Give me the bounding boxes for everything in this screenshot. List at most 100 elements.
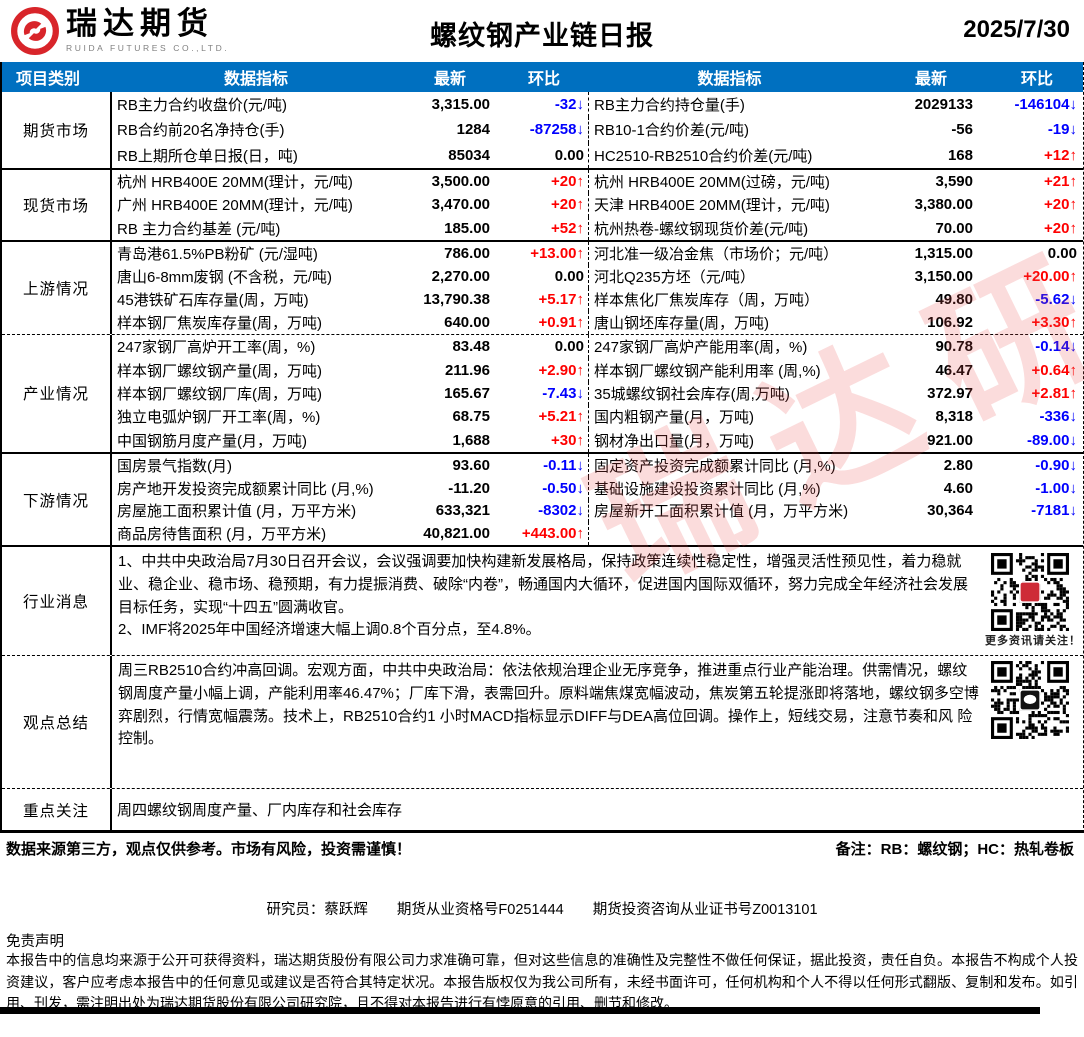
indicator-value: 106.92: [927, 314, 973, 331]
indicator-label: RB 主力合约基差 (元/吨): [117, 220, 281, 238]
indicator-value: 3,315.00: [431, 96, 490, 114]
disclaimer-title: 免责声明: [6, 934, 64, 950]
indicator-value: -56: [951, 121, 973, 139]
indicator-value: 786.00: [444, 245, 490, 262]
indicator-label: 45港铁矿石库存量(周，万吨): [117, 292, 309, 309]
indicator-change: -1.00↓: [1035, 479, 1077, 497]
indicator-value: 372.97: [927, 384, 973, 402]
indicator-label: 商品房待售面积 (月，万平方米): [117, 526, 327, 544]
indicator-label: 固定资产投资完成额累计同比 (月,%): [588, 454, 871, 477]
section-viewpoint-summary: 观点总结 周三RB2510合约冲高回调。宏观方面，中共中央政治局：依法依规治理企…: [2, 655, 1083, 788]
indicator-value: 165.67: [444, 384, 490, 402]
indicator-value: 3,590: [935, 173, 973, 191]
qr-caption: 更多资讯请关注！: [985, 635, 1081, 647]
indicator-value: 70.00: [935, 219, 973, 237]
indicator-value: 185.00: [444, 219, 490, 237]
indicator-change: -19↓: [1047, 121, 1077, 139]
indicator-value: 3,380.00: [914, 196, 973, 214]
indicator-label: 样本钢厂螺纹钢产能利用率 (周,%): [588, 358, 871, 382]
indicator-label: RB主力合约持仓量(手): [588, 92, 871, 118]
indicator-value: 2.80: [943, 456, 973, 474]
indicator-value: -11.20: [448, 479, 490, 497]
indicator-change: +5.17↑: [538, 291, 584, 308]
news-qr-area: 更多资讯请关注！: [983, 547, 1083, 655]
indicator-label: 基础设施建设投资累计同比 (月,%): [588, 476, 871, 500]
industry-news-text: 1、中共中央政治局7月30日召开会议，会议强调要加快构建新发展格局，保持政策连续…: [118, 553, 968, 639]
col-header-change-left: 环比: [527, 71, 560, 88]
category-label: 重点关注: [2, 789, 112, 830]
indicator-value: 49.80: [935, 291, 973, 308]
ruida-logo-icon: [11, 7, 59, 55]
indicator-value: 4.60: [943, 479, 973, 497]
indicator-change: +5.21↑: [538, 408, 584, 426]
indicator-label: 247家钢厂高炉产能用率(周，%): [588, 335, 871, 359]
indicator-value: 68.75: [452, 408, 490, 426]
indicator-change: -87258↓: [529, 121, 584, 139]
indicator-label: 房产地开发投资完成额累计同比 (月,%): [117, 480, 374, 498]
indicator-label: 唐山钢坯库存量(周，万吨): [588, 311, 871, 334]
section-spot: 现货市场 杭州 HRB400E 20MM(理计，元/吨) 3,500.00 +20↑ 杭…: [2, 168, 1083, 240]
section-futures: 期货市场 RB主力合约收盘价(元/吨) 3,315.00 -32↓ RB主力合约持仓量(…: [2, 92, 1083, 168]
indicator-change: -0.14↓: [1035, 338, 1077, 356]
indicator-change: +443.00↑: [521, 525, 584, 543]
indicator-change: +21↑: [1044, 173, 1077, 191]
category-label: 下游情况: [2, 454, 112, 545]
indicator-change: -32↓: [554, 96, 584, 114]
indicator-value: 3,150.00: [914, 268, 973, 285]
indicator-label: RB上期所仓单日报(日，吨): [117, 147, 298, 165]
indicator-label: 钢材净出口量(月，万吨): [588, 428, 871, 452]
indicator-value: 85034: [448, 146, 490, 164]
indicator-label: 广州 HRB400E 20MM(理计，元/吨): [117, 197, 353, 215]
indicator-label: RB主力合约收盘价(元/吨): [117, 97, 287, 115]
indicator-value: 1284: [456, 121, 490, 139]
indicator-label: 35城螺纹钢社会库存(周,万吨): [588, 381, 871, 406]
indicator-value: 13,790.38: [423, 291, 490, 308]
logo-company-name-en: RUIDA FUTURES CO.,LTD.: [66, 43, 230, 53]
indicator-value: 90.78: [935, 338, 973, 356]
indicator-value: 40,821.00: [423, 525, 490, 543]
category-label: 期货市场: [2, 92, 112, 168]
indicator-change: +20↑: [551, 173, 584, 191]
indicator-label: RB10-1合约价差(元/吨): [588, 117, 871, 143]
category-label: 行业消息: [2, 547, 112, 655]
indicator-label: 杭州 HRB400E 20MM(过磅，元/吨): [588, 170, 871, 194]
indicator-change: +0.91↑: [538, 314, 584, 331]
indicator-change: +20.00↑: [1023, 268, 1077, 285]
indicator-label: 河北准一级冶金焦（市场价；元/吨）: [588, 242, 871, 265]
section-downstream: 下游情况 国房景气指数(月) 93.60 -0.11↓ 固定资产投资完成额累计同比 (月…: [2, 452, 1083, 545]
section-upstream: 上游情况 青岛港61.5%PB粉矿 (元/湿吨) 786.00 +13.00↑ 河北准一…: [2, 240, 1083, 334]
indicator-label: 房屋新开工面积累计值 (月，万平方米): [588, 499, 871, 523]
indicator-value: 921.00: [927, 431, 973, 449]
category-label: 观点总结: [2, 656, 112, 788]
remark-text: 备注：RB：螺纹钢；HC：热轧卷板: [835, 841, 1074, 858]
indicator-value: 2029133: [914, 96, 973, 114]
indicator-change: 0.00: [1047, 245, 1077, 262]
indicator-label: 杭州热卷-螺纹钢现货价差(元/吨): [588, 216, 871, 240]
qr-code-icon: [991, 553, 1069, 631]
indicator-change: -7.43↓: [542, 384, 584, 402]
indicator-change: +52↑: [551, 219, 584, 237]
indicator-value: 3,470.00: [431, 196, 490, 214]
risk-warning-text: 数据来源第三方，观点仅供参考。市场有风险，投资需谨慎！: [6, 841, 412, 858]
researcher-credentials: 研究员：蔡跃辉 期货从业资格号F0251444 期货投资咨询从业证书号Z0013…: [266, 902, 818, 918]
indicator-value: 3,500.00: [431, 173, 490, 191]
col-header-latest-left: 最新: [433, 71, 466, 88]
indicator-change: 0.00: [554, 338, 584, 356]
key-focus-text: 周四螺纹钢周度产量、厂内库存和社会库存: [117, 802, 403, 819]
category-label: 上游情况: [2, 242, 112, 334]
indicator-value: 93.60: [452, 456, 490, 474]
indicator-label: 中国钢筋月度产量(月，万吨): [117, 432, 307, 450]
indicator-label: 样本钢厂焦炭库存量(周，万吨): [117, 315, 322, 332]
indicator-change: -146104↓: [1014, 96, 1077, 114]
indicator-value: 83.48: [452, 338, 490, 356]
indicator-label: 独立电弧炉钢厂开工率(周，%): [117, 409, 321, 427]
indicator-value: 168: [947, 146, 973, 164]
indicator-change: +20↑: [1044, 196, 1077, 214]
wechat-qr-code-icon: [991, 661, 1069, 739]
section-industry-news: 行业消息 1、中共中央政治局7月30日召开会议，会议强调要加快构建新发展格局，保…: [2, 545, 1083, 655]
indicator-label: 河北Q235方坯（元/吨）: [588, 265, 871, 288]
indicator-value: 30,364: [927, 502, 973, 520]
indicator-label: 青岛港61.5%PB粉矿 (元/湿吨): [117, 246, 318, 263]
indicator-change: -5.62↓: [1035, 291, 1077, 308]
